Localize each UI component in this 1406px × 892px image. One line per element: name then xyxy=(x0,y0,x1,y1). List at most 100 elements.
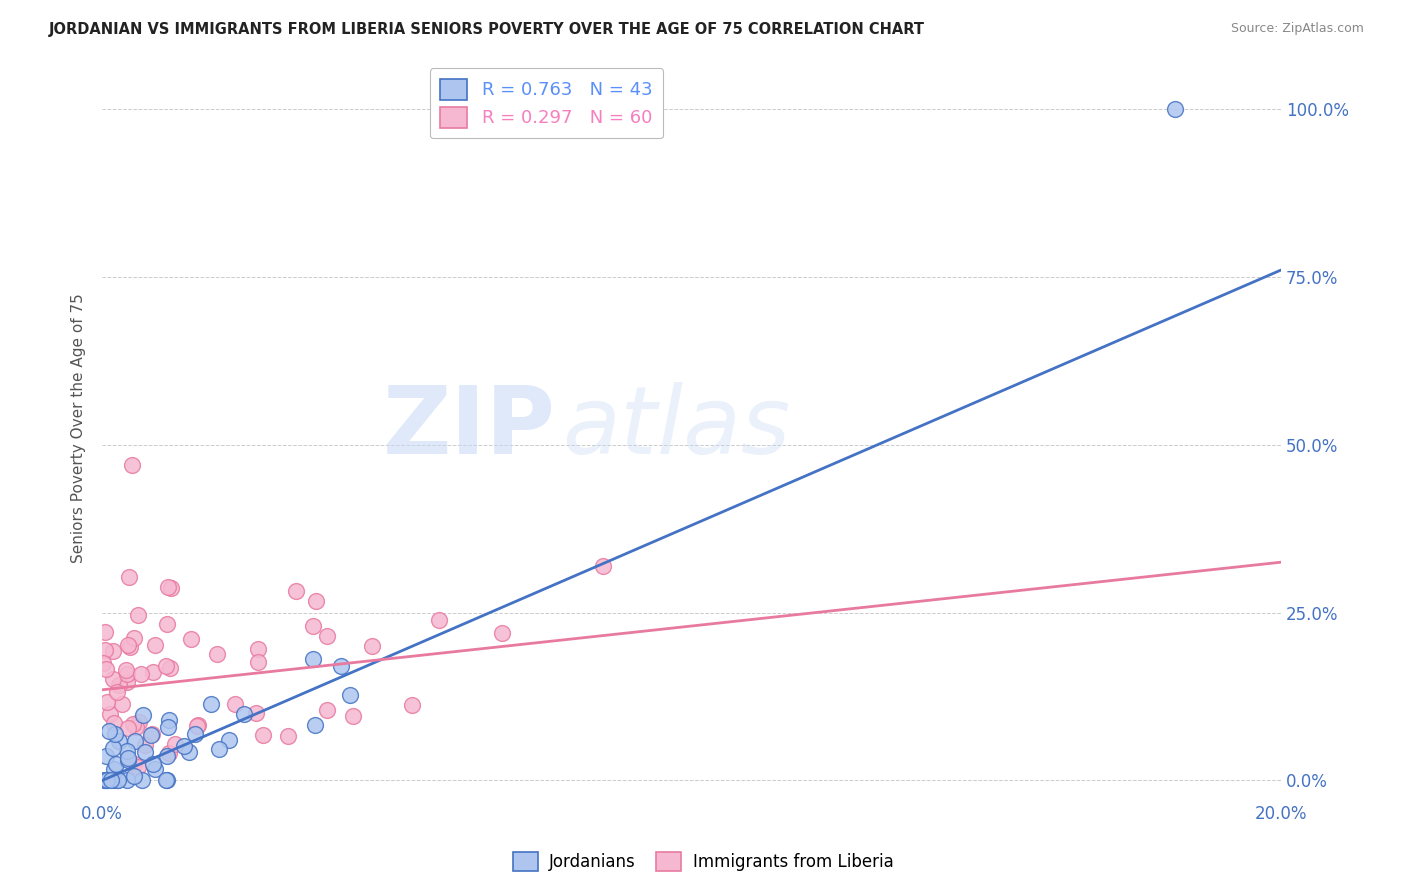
Point xyxy=(115,675,138,690)
Point xyxy=(94,773,117,788)
Point xyxy=(361,639,384,653)
Legend: Jordanians, Immigrants from Liberia: Jordanians, Immigrants from Liberia xyxy=(505,843,901,880)
Point xyxy=(103,715,125,730)
Point xyxy=(316,703,339,717)
Point xyxy=(128,714,150,729)
Point xyxy=(184,727,207,741)
Point xyxy=(143,638,166,652)
Point xyxy=(124,734,146,748)
Point xyxy=(304,718,326,732)
Point xyxy=(98,707,121,722)
Point xyxy=(179,745,201,759)
Text: Source: ZipAtlas.com: Source: ZipAtlas.com xyxy=(1230,22,1364,36)
Point xyxy=(143,762,166,776)
Point xyxy=(157,714,180,728)
Point xyxy=(246,655,269,669)
Point xyxy=(329,659,352,673)
Point xyxy=(105,685,128,699)
Point xyxy=(252,728,274,742)
Point xyxy=(96,773,118,788)
Point xyxy=(427,613,450,627)
Point xyxy=(96,695,118,709)
Point xyxy=(124,757,146,772)
Point xyxy=(186,719,208,733)
Point xyxy=(141,727,163,741)
Point xyxy=(117,638,139,652)
Point xyxy=(103,762,125,776)
Point xyxy=(233,706,256,721)
Point xyxy=(121,458,143,472)
Point xyxy=(93,624,115,639)
Point xyxy=(103,673,125,687)
Point xyxy=(224,697,246,711)
Point xyxy=(94,662,117,676)
Point xyxy=(305,594,328,608)
Point xyxy=(277,729,299,743)
Point xyxy=(156,773,179,788)
Point xyxy=(101,644,124,658)
Point xyxy=(1164,102,1187,116)
Point xyxy=(284,583,307,598)
Point xyxy=(156,617,179,632)
Point xyxy=(155,773,177,788)
Point xyxy=(117,751,139,765)
Point xyxy=(118,640,141,655)
Point xyxy=(339,688,361,702)
Point xyxy=(315,629,337,643)
Point xyxy=(301,652,323,666)
Point xyxy=(131,773,153,788)
Point xyxy=(98,723,121,738)
Point xyxy=(134,745,156,759)
Point xyxy=(107,773,129,788)
Point xyxy=(155,658,177,673)
Point xyxy=(132,708,155,723)
Point xyxy=(101,740,124,755)
Point xyxy=(91,657,114,671)
Point xyxy=(115,667,138,681)
Point xyxy=(157,580,180,594)
Point xyxy=(129,666,152,681)
Point xyxy=(246,642,269,657)
Point xyxy=(301,619,323,633)
Point xyxy=(100,773,122,788)
Point xyxy=(187,718,209,732)
Point xyxy=(94,642,117,657)
Point xyxy=(103,773,125,788)
Point xyxy=(200,697,222,711)
Point xyxy=(205,647,228,661)
Point xyxy=(491,625,513,640)
Legend: R = 0.763   N = 43, R = 0.297   N = 60: R = 0.763 N = 43, R = 0.297 N = 60 xyxy=(429,68,664,138)
Point xyxy=(173,739,195,754)
Point xyxy=(180,632,202,646)
Point xyxy=(104,727,127,741)
Point xyxy=(208,742,231,756)
Point xyxy=(117,753,139,767)
Point xyxy=(115,663,138,677)
Point xyxy=(142,756,165,771)
Point xyxy=(160,582,183,596)
Point xyxy=(156,748,179,763)
Text: ZIP: ZIP xyxy=(384,382,555,474)
Point xyxy=(139,728,162,742)
Point xyxy=(157,746,180,760)
Point xyxy=(401,698,423,713)
Point xyxy=(245,706,267,720)
Y-axis label: Seniors Poverty Over the Age of 75: Seniors Poverty Over the Age of 75 xyxy=(72,293,86,563)
Point xyxy=(124,769,146,783)
Point xyxy=(115,744,138,758)
Point xyxy=(157,720,180,734)
Point xyxy=(592,558,614,573)
Point xyxy=(96,749,118,764)
Text: JORDANIAN VS IMMIGRANTS FROM LIBERIA SENIORS POVERTY OVER THE AGE OF 75 CORRELAT: JORDANIAN VS IMMIGRANTS FROM LIBERIA SEN… xyxy=(49,22,925,37)
Point xyxy=(111,697,134,711)
Point xyxy=(218,732,240,747)
Point xyxy=(127,760,149,774)
Point xyxy=(159,660,181,674)
Point xyxy=(127,608,149,623)
Point xyxy=(134,738,156,752)
Point xyxy=(118,569,141,583)
Point xyxy=(115,773,138,788)
Text: atlas: atlas xyxy=(562,383,790,474)
Point xyxy=(105,773,128,788)
Point xyxy=(165,737,187,751)
